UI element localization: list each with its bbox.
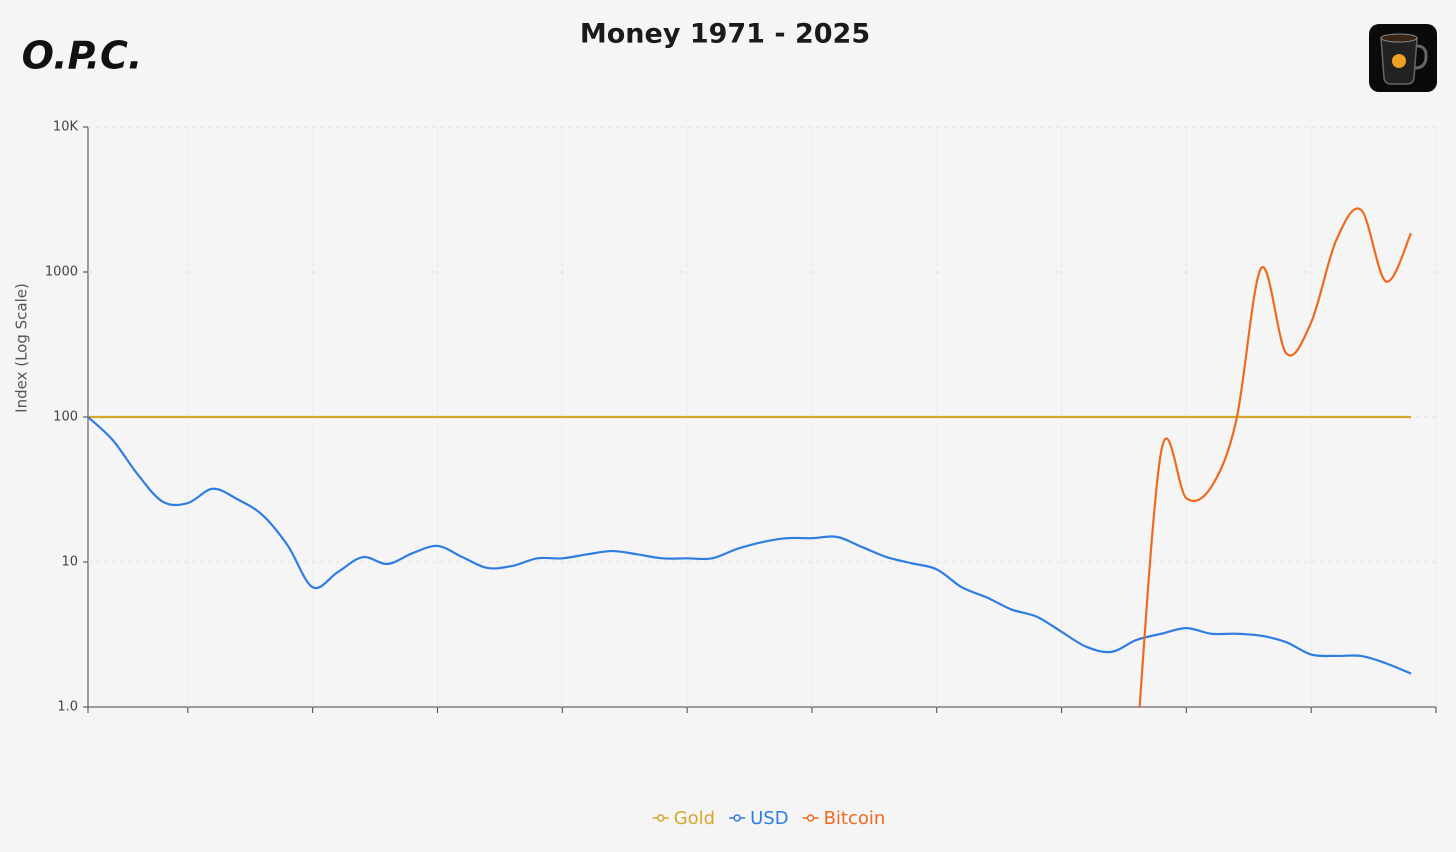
series-line-group: [1138, 207, 1413, 707]
legend-marker: [656, 814, 665, 822]
legend-item: USD: [729, 808, 789, 829]
legend-label: Bitcoin: [824, 808, 886, 829]
y-tick-label: 1000: [45, 265, 78, 280]
series-line: [88, 416, 1412, 675]
legend-item: Bitcoin: [802, 808, 886, 829]
legend-label: Gold: [674, 808, 715, 829]
y-axis-label: Index (Log Scale): [13, 283, 31, 413]
series-line: [1138, 207, 1413, 707]
legend-label: USD: [750, 808, 788, 829]
y-tick-label: 1.0: [57, 700, 78, 715]
chart-title: Money 1971 - 2025: [580, 19, 870, 50]
app-icon: [1369, 24, 1437, 92]
y-tick-label: 10: [61, 555, 78, 570]
series-line-group: [88, 416, 1412, 675]
logo: O.P.C.: [22, 34, 143, 78]
legend-marker: [733, 814, 741, 822]
legend-item: Gold: [652, 808, 715, 829]
legend: Gold USD Bitcoin: [652, 808, 886, 829]
legend-marker: [806, 814, 815, 822]
y-tick-label: 10K: [53, 120, 79, 135]
y-tick-label: 100: [53, 410, 78, 425]
